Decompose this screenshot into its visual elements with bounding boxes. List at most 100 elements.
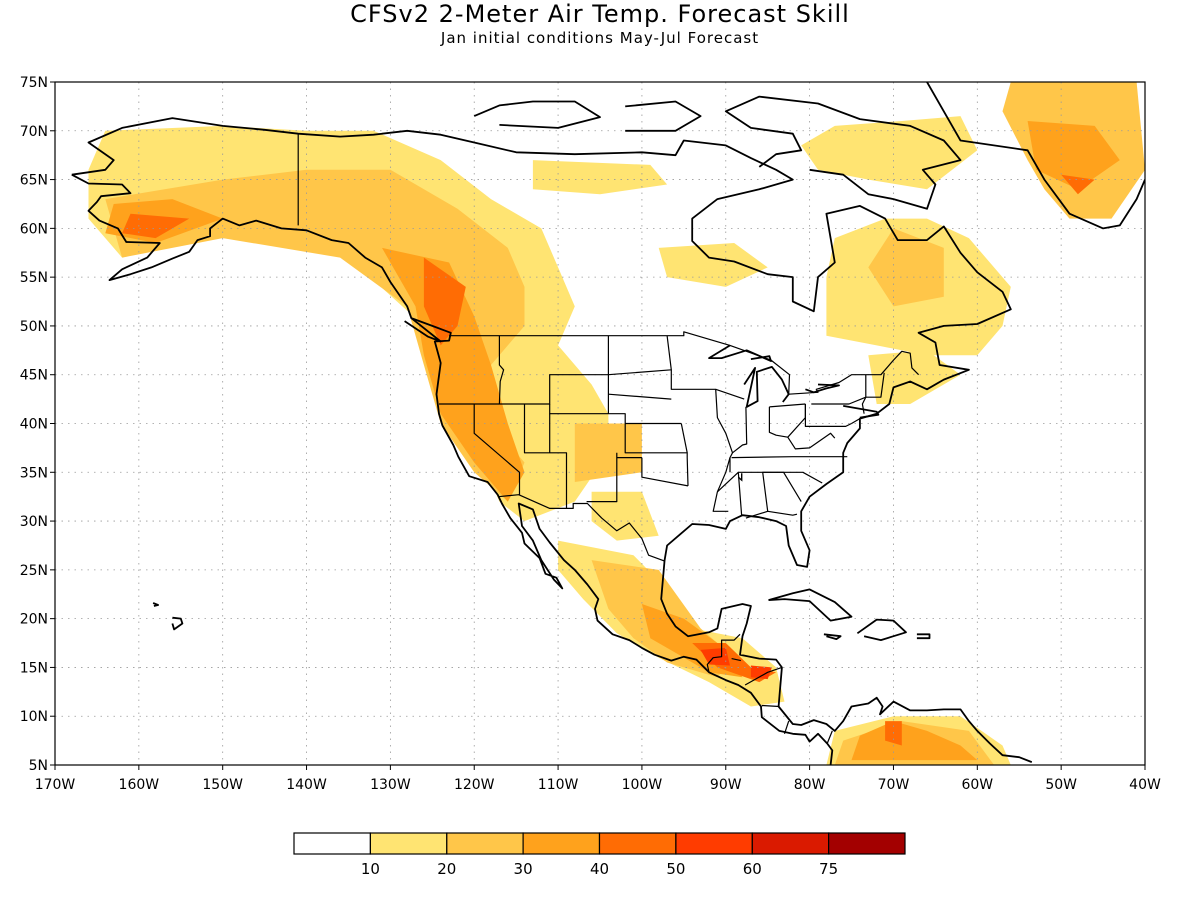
- skill-region-level-3-17: [1027, 121, 1120, 190]
- border-line-35: [865, 372, 885, 398]
- lon-tick-label: 90W: [710, 777, 742, 793]
- colorbar-level-label: 75: [819, 860, 838, 878]
- border-line-4: [731, 658, 742, 662]
- coastline-8: [708, 344, 772, 363]
- colorbar-swatch-6: [751, 832, 830, 855]
- lat-tick-label: 10N: [20, 709, 48, 725]
- border-line-30: [769, 403, 806, 408]
- lat-tick-label: 55N: [20, 270, 48, 286]
- lon-tick-label: 140W: [286, 777, 327, 793]
- map-title: CFSv2 2-Meter Air Temp. Forecast Skill: [350, 0, 850, 28]
- lat-tick-label: 30N: [20, 514, 48, 530]
- border-line-32: [762, 471, 802, 512]
- lat-tick-label: 15N: [20, 660, 48, 676]
- border-line-17: [608, 335, 672, 376]
- coastline-14: [171, 616, 184, 631]
- border-line-1: [449, 331, 920, 395]
- border-line-24: [715, 388, 745, 400]
- lat-tick-label: 35N: [20, 465, 48, 481]
- lat-tick-label: 70N: [20, 124, 48, 140]
- border-line-25: [731, 456, 848, 459]
- coastline-9: [743, 365, 790, 408]
- border-line-8: [826, 730, 833, 744]
- border-line-15: [586, 452, 618, 503]
- lat-tick-label: 5N: [29, 758, 48, 774]
- lon-tick-label: 70W: [878, 777, 910, 793]
- border-line-7: [783, 720, 790, 734]
- coastline-5: [473, 100, 601, 129]
- lat-tick-label: 20N: [20, 612, 48, 628]
- colorbar-level-label: 40: [590, 860, 609, 878]
- lake-outline-0: [737, 473, 743, 482]
- skill-region-level-3-16: [382, 247, 525, 502]
- colorbar-swatch-1: [369, 832, 448, 855]
- lon-tick-label: 170W: [35, 777, 76, 793]
- coastline-0: [71, 117, 1033, 763]
- political-borders-layer: [297, 133, 920, 744]
- border-line-13: [523, 404, 568, 509]
- coastline-16: [843, 405, 880, 419]
- colorbar-swatch-7: [827, 832, 906, 855]
- lat-tick-label: 60N: [20, 221, 48, 237]
- border-line-27: [732, 406, 748, 454]
- border-line-20: [641, 457, 689, 487]
- lon-tick-label: 60W: [961, 777, 993, 793]
- skill-region-level-4-21: [423, 257, 466, 346]
- border-line-26: [738, 471, 823, 484]
- coastline-12: [823, 633, 842, 640]
- border-line-6: [761, 704, 780, 708]
- lon-tick-label: 50W: [1045, 777, 1077, 793]
- colorbar-swatch-3: [522, 832, 601, 855]
- colorbar-level-label: 30: [514, 860, 533, 878]
- skill-region-level-3-19: [851, 721, 978, 761]
- lat-tick-label: 65N: [20, 173, 48, 189]
- skill-region-level-1-4: [658, 243, 768, 287]
- colorbar-swatch-0: [293, 832, 372, 855]
- lat-tick-label: 50N: [20, 319, 48, 335]
- lon-tick-label: 120W: [454, 777, 495, 793]
- coastline-layer: [71, 82, 1145, 765]
- lon-tick-label: 150W: [202, 777, 243, 793]
- lon-tick-label: 40W: [1129, 777, 1161, 793]
- skill-region-level-5-25: [700, 647, 730, 666]
- lon-tick-label: 160W: [119, 777, 160, 793]
- skill-region-level-5-26: [750, 665, 772, 680]
- colorbar-level-label: 50: [666, 860, 685, 878]
- border-line-38: [787, 432, 836, 450]
- latitude-axis: 75N 70N 65N 60N 55N 50N 45N 40N 35N 30N 25N 20N 15N 1…: [20, 75, 55, 774]
- border-line-12: [473, 404, 521, 495]
- skill-region-level-1-5: [868, 350, 961, 404]
- coastline-2: [924, 82, 1145, 230]
- lat-tick-label: 25N: [20, 563, 48, 579]
- lat-tick-label: 45N: [20, 368, 48, 384]
- border-line-9: [498, 335, 505, 405]
- border-line-36: [861, 396, 867, 414]
- lon-tick-label: 130W: [370, 777, 411, 793]
- border-line-18: [608, 393, 672, 400]
- colorbar-level-label: 10: [361, 860, 380, 878]
- lat-tick-label: 40N: [20, 417, 48, 433]
- coastline-10: [768, 588, 853, 622]
- skill-region-level-1-2: [801, 116, 978, 190]
- border-line-2: [498, 494, 665, 562]
- border-line-11: [549, 404, 689, 486]
- coastline-4: [724, 95, 962, 210]
- border-line-33: [745, 510, 798, 519]
- border-line-28: [768, 404, 807, 438]
- coastline-11: [856, 618, 907, 641]
- longitude-axis: 170W 160W 150W 140W 130W 120W 110W 100W 90W 80W 70…: [35, 765, 1161, 793]
- lon-tick-label: 80W: [794, 777, 826, 793]
- border-line-31: [716, 471, 743, 517]
- coastline-7: [805, 383, 840, 394]
- colorbar-level-label: 20: [437, 860, 456, 878]
- coastline-1: [71, 173, 834, 765]
- border-line-3: [706, 633, 741, 673]
- border-line-23: [680, 423, 688, 453]
- border-line-5: [744, 666, 783, 686]
- border-line-22: [670, 369, 734, 512]
- skill-region-level-2-10: [105, 169, 525, 502]
- border-line-34: [811, 374, 867, 405]
- lon-tick-label: 110W: [538, 777, 579, 793]
- lat-tick-label: 75N: [20, 75, 48, 91]
